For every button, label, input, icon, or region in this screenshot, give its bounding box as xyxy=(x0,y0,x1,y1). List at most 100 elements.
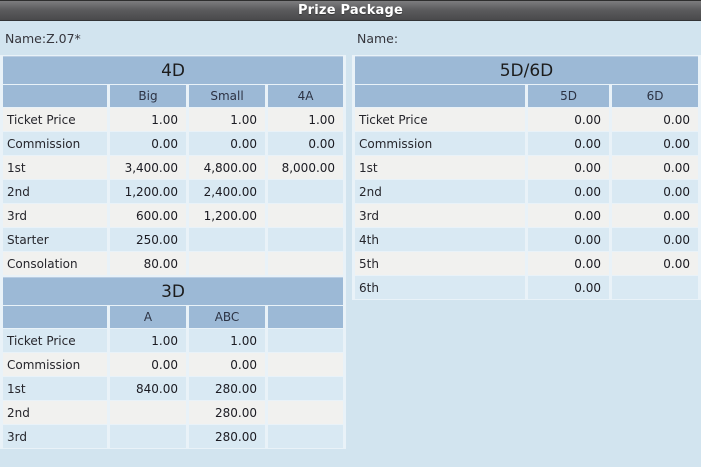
cell-value: 0.00 xyxy=(612,228,698,251)
table-row: Ticket Price 1.00 1.00 1.00 xyxy=(3,108,344,131)
table-row: 4th 0.00 0.00 xyxy=(355,228,698,251)
row-label: 2nd xyxy=(355,180,525,203)
table-title: 3D xyxy=(3,277,344,305)
column-header-row: A ABC xyxy=(3,306,344,328)
cell-value xyxy=(612,276,698,299)
cell-value xyxy=(268,228,344,251)
table-title: 5D/6D xyxy=(355,56,698,84)
cell-value: 1.00 xyxy=(189,329,265,352)
cell-value: 1.00 xyxy=(110,329,186,352)
data-table: 4D Big Small 4A Ticket Price 1.00 1.00 1.00 Comm… xyxy=(0,55,347,276)
prize-table-4d: 4D Big Small 4A Ticket Price 1.00 1.00 1.00 Comm… xyxy=(0,55,347,276)
left-panel: Name:Z.07* 4D Big Small 4A Ticket Price 1.00 1… xyxy=(0,21,347,449)
cell-value xyxy=(268,353,344,376)
row-label: Commission xyxy=(3,132,107,155)
cell-value xyxy=(268,425,344,448)
cell-value: 840.00 xyxy=(110,377,186,400)
column-header xyxy=(268,306,344,328)
cell-value: 0.00 xyxy=(268,132,344,155)
cell-value: 0.00 xyxy=(528,252,609,275)
table-row: 1st 840.00 280.00 xyxy=(3,377,344,400)
row-label: Ticket Price xyxy=(3,108,107,131)
column-header: Small xyxy=(189,85,265,107)
cell-value xyxy=(268,180,344,203)
row-label: 1st xyxy=(3,377,107,400)
table-row: 2nd 0.00 0.00 xyxy=(355,180,698,203)
table-row: Commission 0.00 0.00 xyxy=(3,353,344,376)
cell-value: 0.00 xyxy=(110,353,186,376)
left-name-label: Name:Z.07* xyxy=(5,30,81,46)
row-label: 4th xyxy=(355,228,525,251)
cell-value: 280.00 xyxy=(189,425,265,448)
table-row: 1st 0.00 0.00 xyxy=(355,156,698,179)
cell-value: 0.00 xyxy=(528,228,609,251)
row-label: 6th xyxy=(355,276,525,299)
row-label: 1st xyxy=(3,156,107,179)
column-header-row: 5D 6D xyxy=(355,85,698,107)
right-panel: Name: 5D/6D 5D 6D Ticket Price 0.00 0.00 Commi… xyxy=(352,21,701,300)
row-label: 2nd xyxy=(3,180,107,203)
cell-value: 1,200.00 xyxy=(189,204,265,227)
row-label: Commission xyxy=(355,132,525,155)
table-row: 6th 0.00 xyxy=(355,276,698,299)
cell-value: 0.00 xyxy=(612,180,698,203)
cell-value xyxy=(268,377,344,400)
cell-value: 1.00 xyxy=(189,108,265,131)
table-row: Starter 250.00 xyxy=(3,228,344,251)
row-label: Commission xyxy=(3,353,107,376)
column-header xyxy=(355,85,525,107)
row-label: 1st xyxy=(355,156,525,179)
column-header: ABC xyxy=(189,306,265,328)
cell-value: 0.00 xyxy=(528,276,609,299)
table-row: Consolation 80.00 xyxy=(3,252,344,275)
table-title-row: 3D xyxy=(3,277,344,305)
cell-value: 0.00 xyxy=(612,108,698,131)
cell-value: 0.00 xyxy=(528,180,609,203)
table-row: Commission 0.00 0.00 0.00 xyxy=(3,132,344,155)
cell-value: 0.00 xyxy=(189,132,265,155)
cell-value: 1,200.00 xyxy=(110,180,186,203)
cell-value: 0.00 xyxy=(528,132,609,155)
column-header-row: Big Small 4A xyxy=(3,85,344,107)
row-label: 3rd xyxy=(355,204,525,227)
cell-value: 1.00 xyxy=(268,108,344,131)
cell-value: 0.00 xyxy=(612,156,698,179)
column-header: A xyxy=(110,306,186,328)
cell-value: 0.00 xyxy=(528,156,609,179)
left-name-row: Name:Z.07* xyxy=(0,21,346,55)
cell-value: 8,000.00 xyxy=(268,156,344,179)
table-row: 2nd 1,200.00 2,400.00 xyxy=(3,180,344,203)
cell-value xyxy=(189,252,265,275)
column-header: 6D xyxy=(612,85,698,107)
column-header: 4A xyxy=(268,85,344,107)
cell-value xyxy=(268,329,344,352)
cell-value: 250.00 xyxy=(110,228,186,251)
row-label: 3rd xyxy=(3,204,107,227)
prize-table-3d: 3D A ABC Ticket Price 1.00 1.00 Commission 0.00… xyxy=(0,276,347,449)
row-label: 3rd xyxy=(3,425,107,448)
cell-value: 0.00 xyxy=(110,132,186,155)
table-title-row: 5D/6D xyxy=(355,56,698,84)
table-row: 3rd 280.00 xyxy=(3,425,344,448)
column-header xyxy=(3,306,107,328)
data-table: 5D/6D 5D 6D Ticket Price 0.00 0.00 Commission 0… xyxy=(352,55,701,300)
cell-value: 0.00 xyxy=(612,132,698,155)
cell-value: 3,400.00 xyxy=(110,156,186,179)
row-label: 5th xyxy=(355,252,525,275)
cell-value xyxy=(268,401,344,424)
row-label: 2nd xyxy=(3,401,107,424)
right-name-label: Name: xyxy=(357,30,399,46)
row-label: Ticket Price xyxy=(3,329,107,352)
table-title-row: 4D xyxy=(3,56,344,84)
table-row: 3rd 600.00 1,200.00 xyxy=(3,204,344,227)
cell-value xyxy=(110,401,186,424)
table-title: 4D xyxy=(3,56,344,84)
cell-value xyxy=(110,425,186,448)
column-header: 5D xyxy=(528,85,609,107)
cell-value: 0.00 xyxy=(612,252,698,275)
cell-value: 1.00 xyxy=(110,108,186,131)
cell-value: 0.00 xyxy=(528,204,609,227)
table-row: 5th 0.00 0.00 xyxy=(355,252,698,275)
row-label: Consolation xyxy=(3,252,107,275)
